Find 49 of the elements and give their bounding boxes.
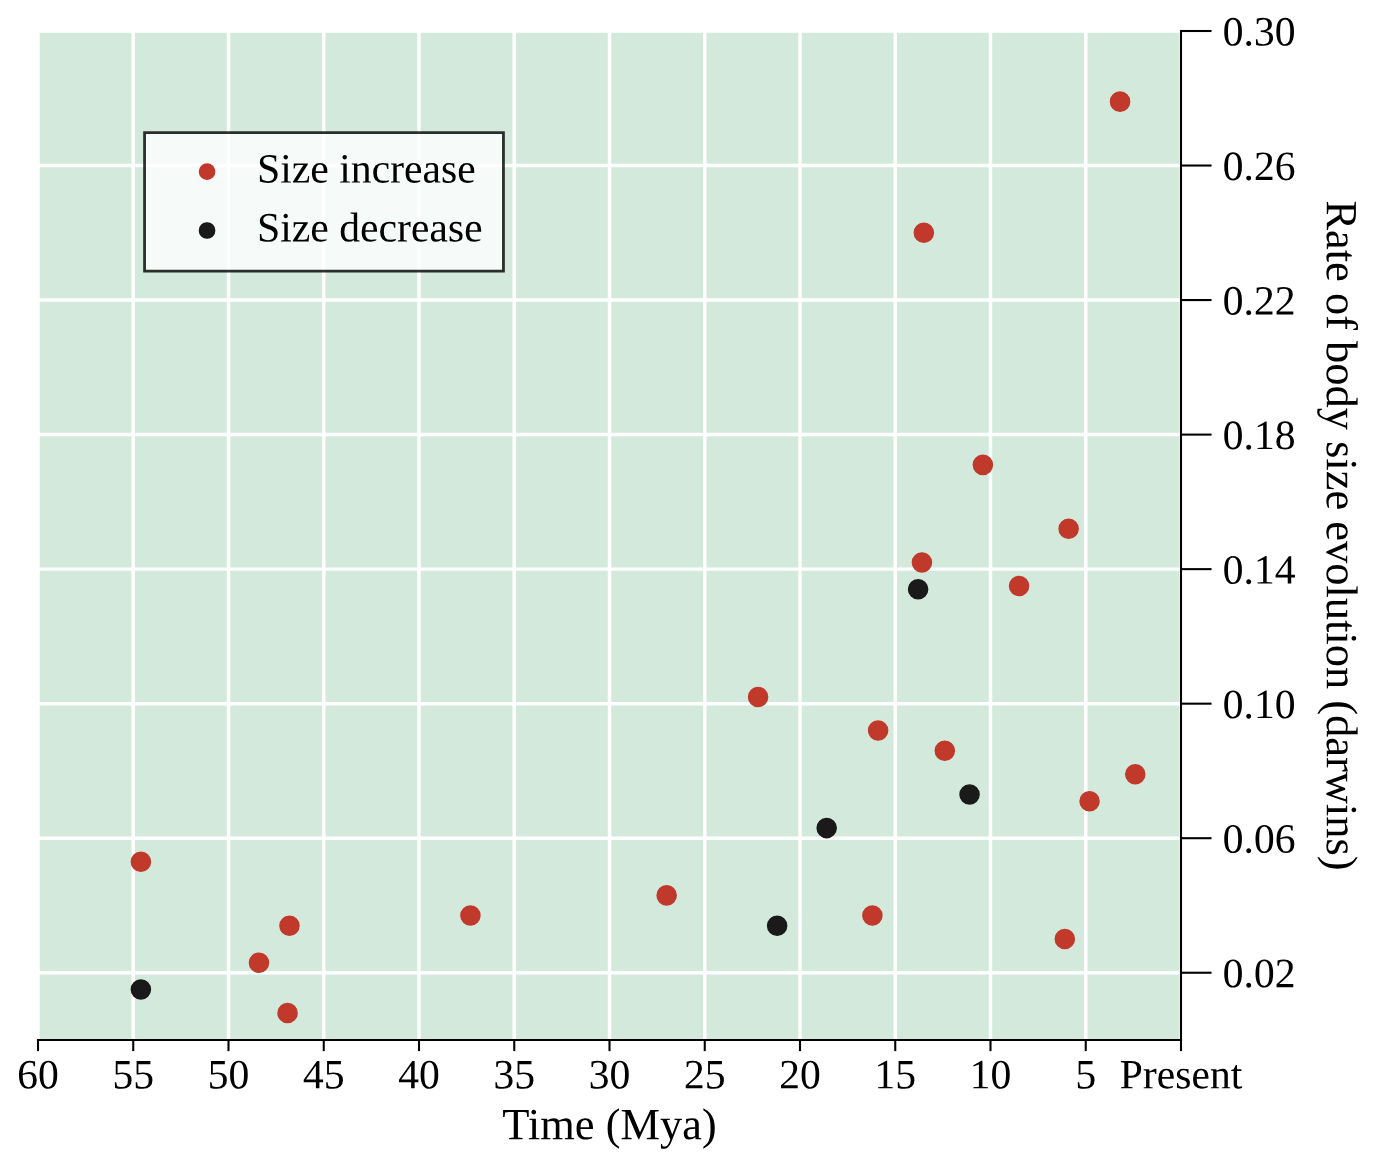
- x-tick-label: 25: [685, 1060, 724, 1089]
- point: [277, 1002, 298, 1024]
- y-tick-label: 0.02: [1224, 959, 1294, 988]
- point: [907, 579, 929, 600]
- x-tick-label: 45: [303, 1060, 343, 1089]
- x-tick-label: 30: [590, 1060, 629, 1089]
- legend-label: Size increase: [259, 154, 475, 183]
- point: [656, 885, 677, 906]
- point: [1058, 518, 1079, 540]
- x-tick-label: 10: [973, 1060, 1010, 1089]
- x-tick-label: 20: [781, 1060, 820, 1089]
- legend-label: Size decrease: [259, 212, 482, 242]
- x-tick-label: 60: [18, 1060, 58, 1089]
- x-axis-title: Time (Mya): [503, 1108, 715, 1149]
- point: [862, 905, 883, 926]
- y-tick-label: 0.30: [1224, 17, 1294, 47]
- point: [867, 720, 889, 741]
- x-tick-label: Present: [1120, 1061, 1243, 1089]
- point: [130, 851, 152, 873]
- point: [130, 979, 152, 1000]
- y-tick-label: 0.18: [1224, 421, 1294, 450]
- point: [747, 686, 769, 708]
- y-tick-label: 0.26: [1224, 152, 1295, 181]
- point: [959, 784, 980, 805]
- y-tick-label: 0.14: [1224, 555, 1295, 585]
- point: [1109, 91, 1131, 112]
- x-tick-label: 55: [114, 1061, 153, 1089]
- x-tick-label: 35: [495, 1060, 534, 1089]
- point: [248, 952, 270, 973]
- point: [460, 905, 481, 926]
- y-tick-label: 0.22: [1224, 286, 1294, 316]
- x-tick-label: 15: [878, 1060, 915, 1089]
- point: [913, 222, 935, 244]
- point: [911, 552, 933, 573]
- point: [766, 915, 788, 936]
- point: [1008, 575, 1030, 597]
- point: [1125, 764, 1146, 785]
- point: [279, 915, 300, 936]
- point: [934, 740, 956, 762]
- point: [1079, 790, 1100, 812]
- point: [972, 454, 994, 476]
- y-tick-label: 0.06: [1224, 824, 1295, 854]
- y-tick-label: 0.10: [1224, 690, 1294, 719]
- x-tick-label: 40: [398, 1060, 439, 1089]
- x-tick-label: 50: [210, 1060, 248, 1089]
- point: [816, 817, 837, 839]
- point: [1054, 928, 1076, 950]
- y-axis-title: Rate of body size evolution (darwins): [1317, 201, 1359, 869]
- x-tick-label: 5: [1077, 1061, 1095, 1089]
